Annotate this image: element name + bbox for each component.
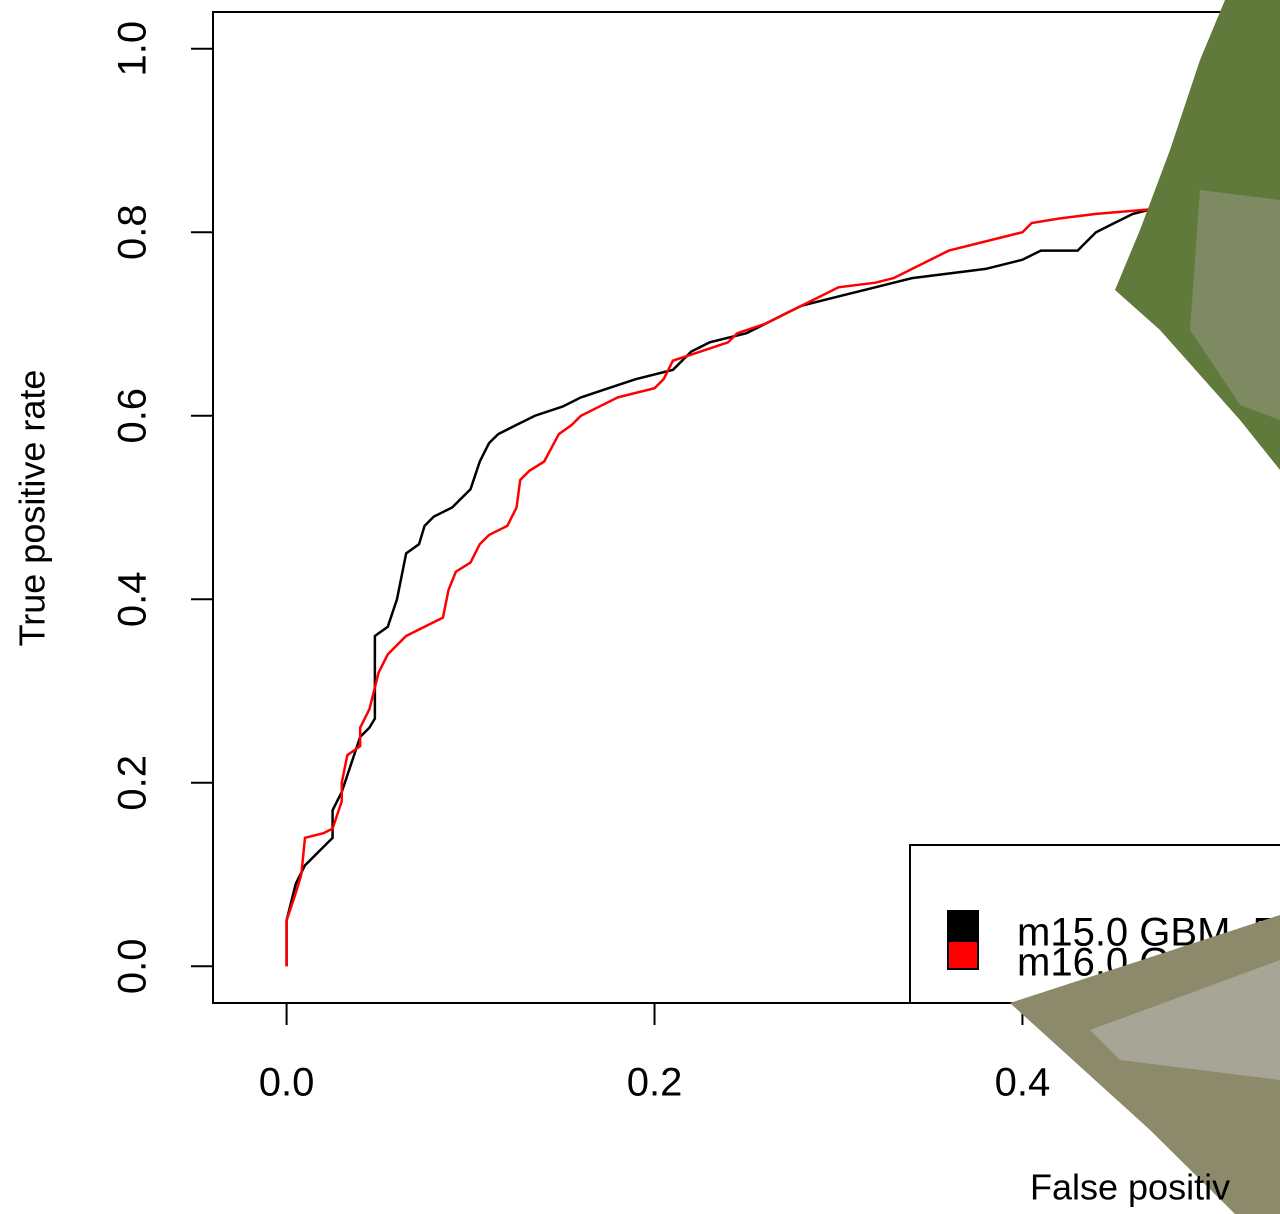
x-tick-label: 0.4 [995,1061,1051,1105]
roc-line [285,203,1189,967]
photo-fragment [1090,960,1280,1080]
y-tick-label: 1.0 [111,21,155,77]
y-axis-title: True positive rate [12,370,53,647]
roc-line [285,203,1189,967]
y-tick-label: 0.0 [111,938,155,994]
y-tick-label: 0.6 [111,388,155,444]
photo-fragment [1190,190,1280,420]
y-tick-label: 0.8 [111,204,155,260]
x-axis-title: False positiv [1030,1167,1230,1208]
plot-frame [212,11,1280,1004]
axes: 0.0 0.2 0.4 0.0 0.2 0.4 0.6 0.8 1.0 [111,11,1280,1105]
y-tick-label: 0.2 [111,755,155,811]
x-tick-label: 0.0 [259,1061,315,1105]
x-tick-label: 0.2 [627,1061,683,1105]
legend-swatch [947,940,979,970]
y-tick-label: 0.4 [111,571,155,627]
legend-swatch [947,910,979,940]
